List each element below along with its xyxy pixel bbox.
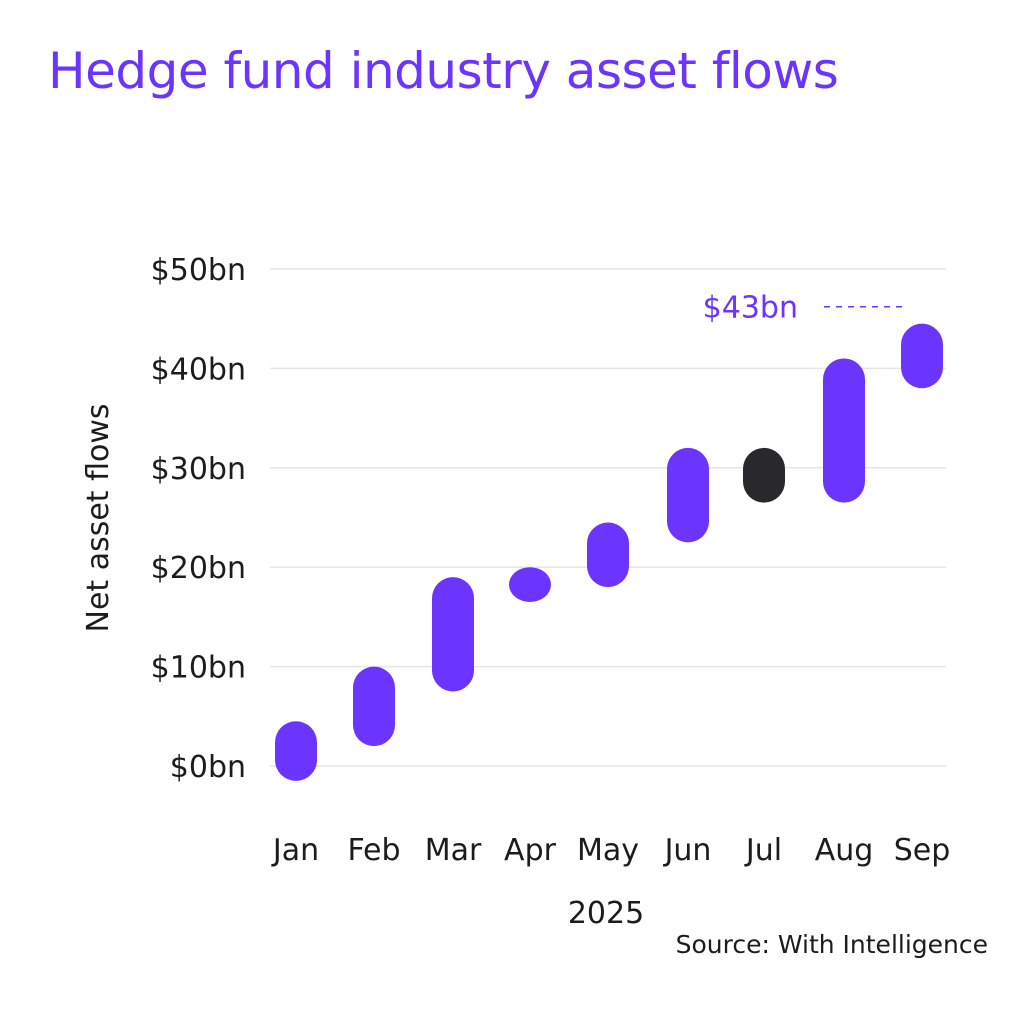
range-bars [275,323,943,781]
chart-title: Hedge fund industry asset flows [48,42,839,100]
y-axis-title: Net asset flows [81,403,116,632]
range-bar-may [587,522,629,588]
range-bar-jan [275,721,317,781]
annotation-label: $43bn [703,291,798,326]
y-tick-label: $10bn [151,651,246,686]
x-axis-ticks: Jan Feb Mar Apr May Jun Jul Aug Sep [271,833,950,868]
x-tick-label: Mar [425,833,482,868]
x-tick-label: Apr [504,833,557,868]
x-axis-title: 2025 [568,896,644,931]
x-tick-label: Aug [815,833,874,868]
y-axis-ticks: $0bn $10bn $20bn $30bn $40bn $50bn [151,253,246,785]
x-tick-label: May [577,833,639,868]
y-tick-label: $20bn [151,551,246,586]
source-note: Source: With Intelligence [675,930,988,959]
x-tick-label: Jan [271,833,319,868]
y-tick-label: $40bn [151,352,246,387]
y-tick-label: $30bn [151,452,246,487]
range-bar-jul [743,447,785,503]
y-tick-label: $0bn [170,750,246,785]
x-tick-label: Feb [347,833,400,868]
range-bar-aug [823,358,865,503]
y-tick-label: $50bn [151,253,246,288]
range-bar-jun [667,447,709,543]
annotation: $43bn [703,291,904,326]
x-tick-label: Jul [744,833,782,868]
x-tick-label: Jun [663,833,712,868]
range-bar-apr [509,567,551,602]
range-bar-sep [901,323,943,389]
x-tick-label: Sep [894,833,951,868]
range-bar-mar [432,577,474,692]
range-bar-feb [353,666,395,747]
